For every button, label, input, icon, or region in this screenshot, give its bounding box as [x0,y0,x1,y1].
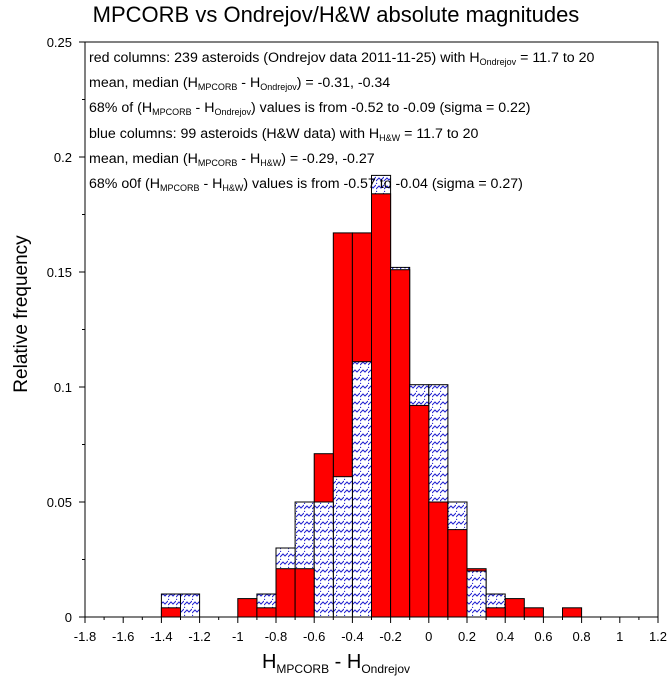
annotation-line: 68% o0f (HMPCORB - HH&W) values is from … [89,174,594,199]
y-tick-label: 0.25 [47,35,72,50]
x-tick-label: -1.8 [74,629,96,644]
x-tick-label: -1.6 [112,629,134,644]
red-bar-11 [428,501,449,618]
annotation-line: mean, median (HMPCORB - HH&W) = -0.29, -… [89,149,594,174]
x-tick-label: 0.2 [458,629,476,644]
x-label-sub2: Ondrejov [361,662,411,676]
annotation-text: blue columns: 99 asteroids (H&W data) wi… [89,125,380,142]
y-tick-label: 0 [65,610,72,625]
annotation-text: red columns: 239 asteroids (Ondrejov dat… [89,50,480,66]
blue-bar-1 [180,593,201,618]
annotation-subscript: MPCORB [159,183,200,194]
annotation-subscript: H&W [379,132,401,143]
annotation-text: ) = -0.29, -0.27 [281,150,375,167]
annotation-text: 68% of (H [89,100,153,117]
red-bar-9 [390,269,411,618]
annotation-subscript: Ondrejov [479,57,517,67]
annotation-text: ) values is from -0.52 to -0.09 (sigma =… [251,100,531,117]
red-bar-15 [504,598,525,618]
x-tick-label: 0 [425,629,432,644]
x-tick-label: 0.4 [496,629,514,644]
annotation-line: blue columns: 99 asteroids (H&W data) wi… [89,124,594,149]
annotation-text: mean, median (H [89,150,198,167]
red-bar-0 [160,607,181,618]
blue-bar-13 [466,570,487,618]
x-tick-label: -0.4 [341,629,363,644]
chart-title: MPCORB vs Ondrejov/H&W absolute magnitud… [92,2,580,27]
annotation-line: mean, median (HMPCORB - HOndrejov) = -0.… [89,73,594,98]
annotation-text: - H [237,75,261,92]
annotation-line: red columns: 239 asteroids (Ondrejov dat… [89,48,594,73]
red-bar-16 [523,607,544,618]
red-bar-17 [562,607,583,618]
blue-bar-5 [313,501,334,618]
annotation-subscript: H&W [222,183,244,194]
annotation-text: mean, median (H [89,75,198,92]
red-bar-1 [237,598,258,618]
x-tick-label: -1 [232,629,244,644]
x-axis-label: HMPCORB - HOndrejov [0,651,672,676]
x-tick-label: 1.2 [649,629,667,644]
x-label-mid: - H [329,651,362,673]
red-bar-4 [294,568,315,618]
annotation-text: ) = -0.31, -0.34 [296,75,391,92]
y-tick-label: 0.2 [54,150,72,165]
y-tick-label: 0.1 [54,380,72,395]
annotation-subscript: Ondrejov [260,82,297,93]
annotation-subscript: MPCORB [152,107,192,118]
red-bar-2 [256,607,277,618]
axes: -1.8 -1.6 -1.4 -1.2 -1 -0.8 -0.6 -0.4 -0.2 0 0.2 0.… [47,35,667,644]
x-tick-label: 0.6 [534,629,552,644]
annotation-line: 68% of (HMPCORB - HOndrejov) values is f… [89,98,594,123]
x-tick-label: -1.2 [188,629,210,644]
x-tick-label: -0.8 [265,629,287,644]
x-tick-label: -1.4 [150,629,172,644]
annotation-text: = 11.7 to 20 [516,50,595,66]
red-bar-8 [371,193,392,618]
x-tick-label: -0.6 [303,629,325,644]
annotation-subscript: Ondrejov [214,107,251,118]
annotation-text: - H [237,150,261,167]
blue-bar-6 [332,476,353,618]
red-bar-10 [409,404,430,618]
y-axis-label: Relative frequency [11,235,32,393]
annotation-box: red columns: 239 asteroids (Ondrejov dat… [89,48,594,199]
x-tick-label: -0.2 [379,629,401,644]
annotation-subscript: H&W [260,157,282,168]
x-tick-label: 0.8 [573,629,591,644]
annotation-text: - H [199,176,223,193]
red-bar-14 [485,607,506,618]
x-label-sub1: MPCORB [276,662,330,676]
y-tick-label: 0.15 [47,265,72,280]
annotation-text: - H [191,100,215,117]
red-bar-12 [447,529,468,618]
x-label-main: H [261,651,277,673]
blue-bar-7 [351,361,372,618]
y-tick-label: 0.05 [47,495,72,510]
annotation-subscript: MPCORB [197,157,238,168]
x-tick-label: 1 [616,629,623,644]
annotation-text: 68% o0f (H [89,176,160,193]
annotation-text: = 11.7 to 20 [400,125,479,142]
annotation-subscript: MPCORB [197,82,238,93]
red-bar-3 [275,568,296,618]
annotation-text: ) values is from -0.57 to -0.04 (sigma =… [243,176,523,193]
